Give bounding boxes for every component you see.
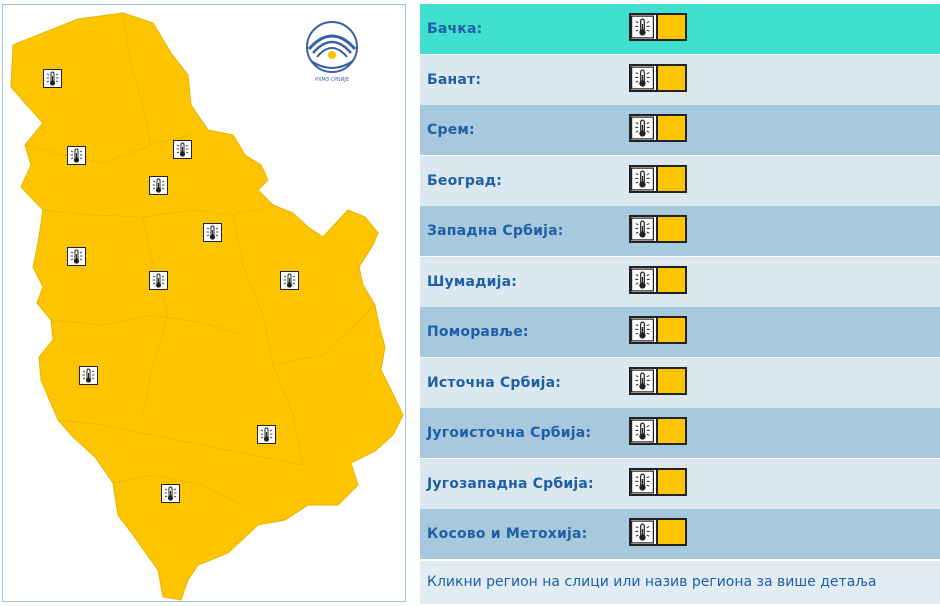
region-name: Шумадија: — [427, 274, 518, 290]
warning-level-indicator — [629, 266, 687, 294]
thermometer-heat-icon — [631, 318, 658, 342]
region-row[interactable]: Бачка: — [420, 4, 940, 54]
thermometer-heat-icon[interactable] — [203, 223, 222, 242]
thermometer-heat-icon — [631, 419, 658, 443]
thermometer-heat-icon[interactable] — [43, 69, 62, 88]
region-name: Западна Србија: — [427, 223, 564, 239]
region-map[interactable]: РХМЗ СРБИЈЕ — [2, 4, 406, 602]
region-row[interactable]: Косово и Метохија: — [420, 509, 940, 559]
region-row[interactable]: Западна Србија: — [420, 206, 940, 256]
thermometer-heat-icon — [631, 217, 658, 241]
yellow-level-swatch — [658, 116, 685, 140]
thermometer-heat-icon[interactable] — [67, 146, 86, 165]
yellow-level-swatch — [658, 419, 685, 443]
region-row[interactable]: Срем: — [420, 105, 940, 155]
thermometer-heat-icon[interactable] — [161, 484, 180, 503]
thermometer-heat-icon[interactable] — [149, 176, 168, 195]
yellow-level-swatch — [658, 369, 685, 393]
yellow-level-swatch — [658, 15, 685, 39]
thermometer-heat-icon — [631, 470, 658, 494]
region-name: Бачка: — [427, 21, 483, 37]
warning-level-indicator — [629, 114, 687, 142]
warning-level-indicator — [629, 13, 687, 41]
region-row[interactable]: Југозападна Србија: — [420, 459, 940, 509]
region-row[interactable]: Источна Србија: — [420, 358, 940, 408]
yellow-level-swatch — [658, 217, 685, 241]
thermometer-heat-icon[interactable] — [280, 271, 299, 290]
yellow-level-swatch — [658, 318, 685, 342]
region-name: Срем: — [427, 122, 475, 138]
serbia-region-shape[interactable] — [10, 12, 404, 601]
region-name: Југоисточна Србија: — [427, 425, 592, 441]
warning-level-indicator — [629, 64, 687, 92]
thermometer-heat-icon[interactable] — [67, 247, 86, 266]
region-table: Бачка: Банат: Срем: Београд: Западна Срб… — [420, 4, 940, 604]
serbia-map[interactable] — [3, 5, 406, 602]
thermometer-heat-icon[interactable] — [173, 140, 192, 159]
region-row[interactable]: Поморавље: — [420, 307, 940, 357]
region-name: Банат: — [427, 72, 482, 88]
warning-level-indicator — [629, 518, 687, 546]
thermometer-heat-icon — [631, 66, 658, 90]
region-row[interactable]: Југоисточна Србија: — [420, 408, 940, 458]
yellow-level-swatch — [658, 520, 685, 544]
logo-text: РХМЗ СРБИЈЕ — [315, 77, 349, 83]
warning-level-indicator — [629, 215, 687, 243]
region-name: Косово и Метохија: — [427, 526, 588, 542]
thermometer-heat-icon[interactable] — [79, 366, 98, 385]
region-name: Београд: — [427, 173, 503, 189]
district-borders — [24, 12, 376, 506]
region-row[interactable]: Београд: — [420, 156, 940, 206]
warning-level-indicator — [629, 417, 687, 445]
thermometer-heat-icon[interactable] — [149, 271, 168, 290]
warning-level-indicator — [629, 367, 687, 395]
thermometer-heat-icon — [631, 520, 658, 544]
yellow-level-swatch — [658, 167, 685, 191]
instructions-footer: Кликни регион на слици или назив региона… — [420, 561, 940, 604]
yellow-level-swatch — [658, 66, 685, 90]
instructions-text: Кликни регион на слици или назив региона… — [427, 574, 877, 590]
region-name: Југозападна Србија: — [427, 476, 594, 492]
region-row[interactable]: Банат: — [420, 55, 940, 105]
warning-level-indicator — [629, 316, 687, 344]
warning-level-indicator — [629, 468, 687, 496]
thermometer-heat-icon — [631, 15, 658, 39]
yellow-level-swatch — [658, 268, 685, 292]
thermometer-heat-icon — [631, 268, 658, 292]
rhmz-logo: РХМЗ СРБИЈЕ — [303, 19, 361, 83]
region-name: Источна Србија: — [427, 375, 562, 391]
thermometer-heat-icon — [631, 167, 658, 191]
thermometer-heat-icon[interactable] — [257, 425, 276, 444]
yellow-level-swatch — [658, 470, 685, 494]
region-row[interactable]: Шумадија: — [420, 257, 940, 307]
region-name: Поморавље: — [427, 324, 529, 340]
thermometer-heat-icon — [631, 116, 658, 140]
thermometer-heat-icon — [631, 369, 658, 393]
warning-level-indicator — [629, 165, 687, 193]
